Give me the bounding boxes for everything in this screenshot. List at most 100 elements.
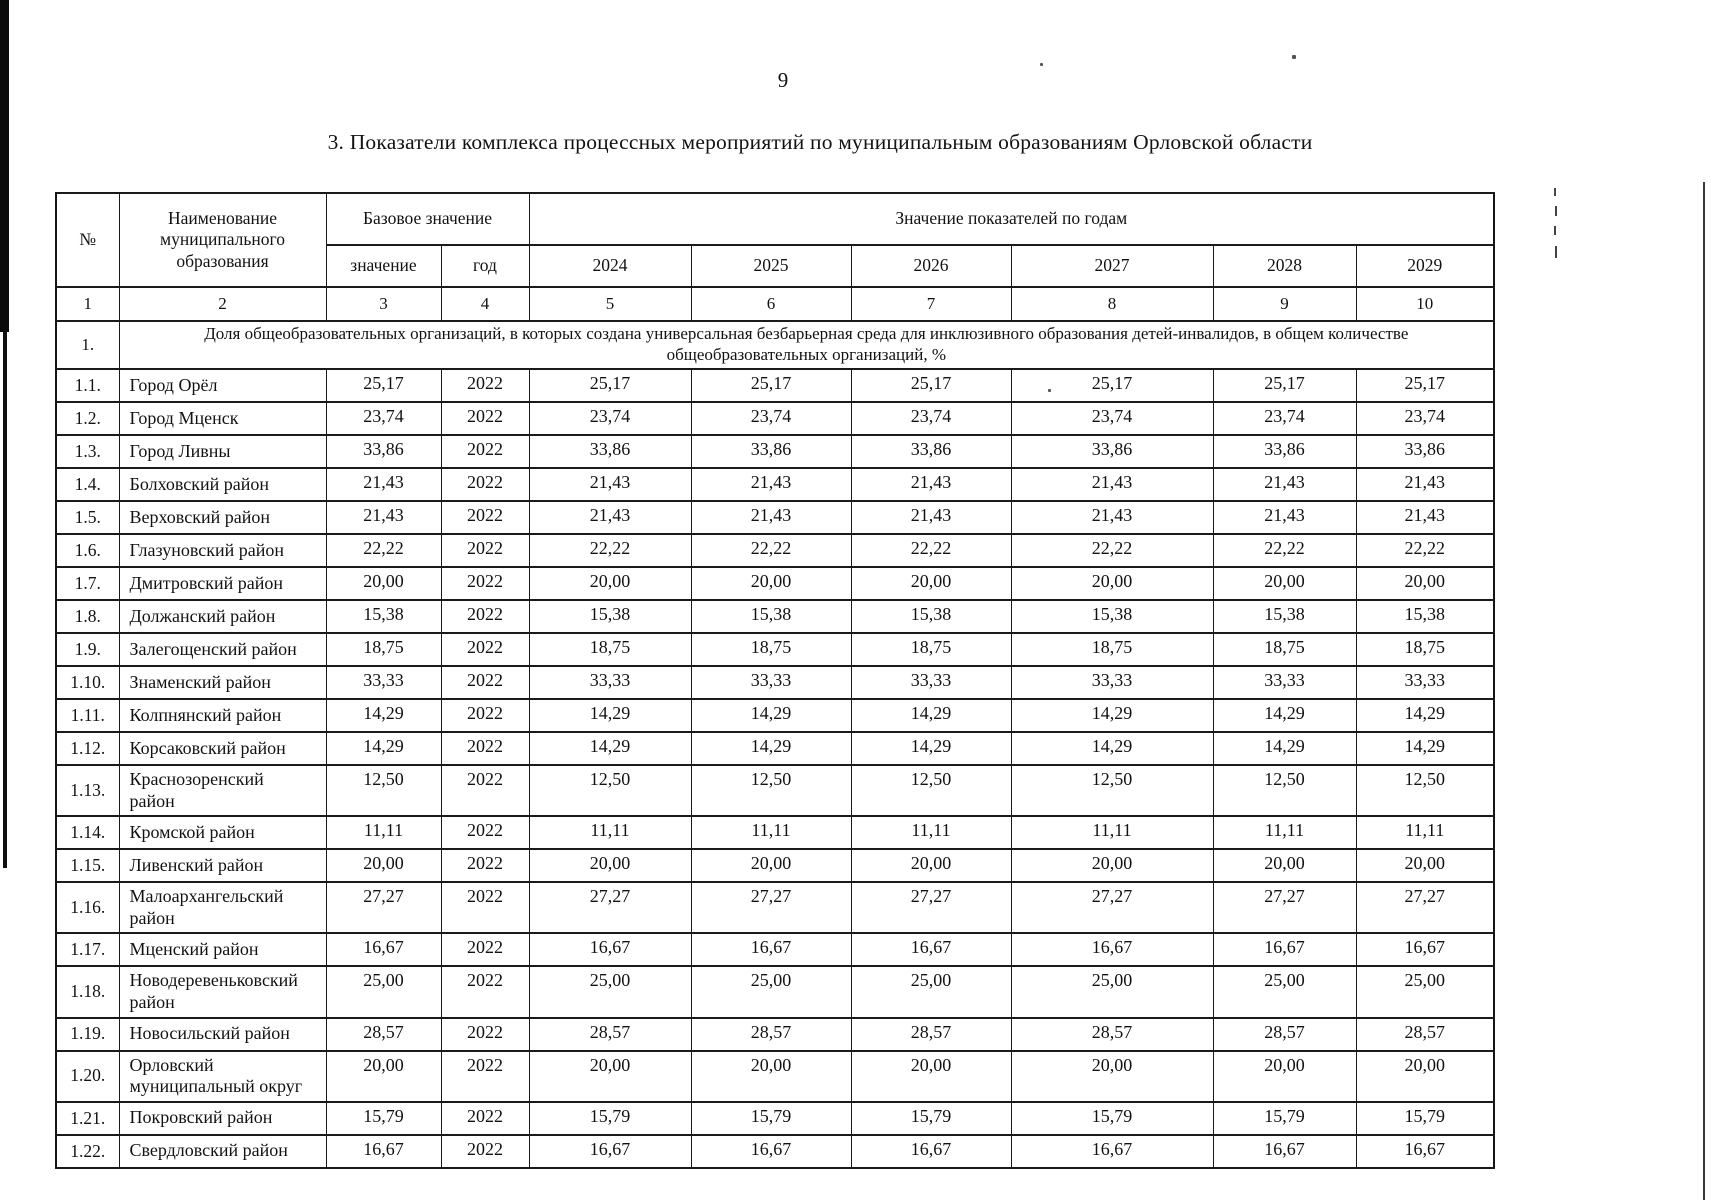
year-value-2028: 16,67 <box>1212 1133 1357 1169</box>
row-number: 1.15. <box>55 848 120 884</box>
base-year: 2022 <box>440 1049 530 1103</box>
year-value-2028: 25,00 <box>1212 965 1357 1019</box>
year-value-2028: 20,00 <box>1212 1049 1357 1103</box>
base-value: 21,43 <box>325 467 442 502</box>
scan-artifact-left-bar-thin <box>3 330 7 868</box>
year-value-2028: 33,86 <box>1212 434 1357 469</box>
scan-artifact-dot <box>1040 63 1043 66</box>
scan-artifact-right-line <box>1703 182 1705 1200</box>
year-value-2028: 14,29 <box>1212 698 1357 733</box>
year-value-2025: 27,27 <box>690 881 852 935</box>
municipality-name: Глазуновский район <box>118 533 327 568</box>
col-header-year-2028: 2028 <box>1212 244 1357 288</box>
year-value-2029: 23,74 <box>1355 401 1495 436</box>
base-year: 2022 <box>440 815 530 851</box>
header-row-groups: № Наименование муниципального образовани… <box>55 192 1495 288</box>
year-value-2026: 20,00 <box>850 848 1012 884</box>
year-value-2029: 16,67 <box>1355 932 1495 968</box>
year-value-2029: 14,29 <box>1355 698 1495 733</box>
row-number: 1.4. <box>55 467 120 502</box>
base-year: 2022 <box>440 467 530 502</box>
year-value-2027: 15,79 <box>1010 1100 1214 1136</box>
year-value-2027: 33,86 <box>1010 434 1214 469</box>
table-row: 1.19. Новосильский район 28,57 2022 28,57 28,… <box>55 1016 1495 1052</box>
year-value-2028: 18,75 <box>1212 632 1357 667</box>
col-number: 10 <box>1355 286 1495 322</box>
row-number: 1.19. <box>55 1016 120 1052</box>
row-number: 1.12. <box>55 731 120 766</box>
table-row: 1.6. Глазуновский район 22,22 2022 22,22 22,2… <box>55 533 1495 568</box>
header-row-column-numbers: 1 2 3 4 5 6 7 8 9 10 <box>55 286 1495 322</box>
base-year: 2022 <box>440 632 530 667</box>
year-value-2028: 16,67 <box>1212 932 1357 968</box>
year-value-2027: 12,50 <box>1010 763 1214 818</box>
year-value-2028: 28,57 <box>1212 1016 1357 1052</box>
table-row: 1.10. Знаменский район 33,33 2022 33,33 33,33… <box>55 665 1495 700</box>
base-year: 2022 <box>440 698 530 733</box>
year-value-2028: 12,50 <box>1212 763 1357 818</box>
base-value: 25,00 <box>325 965 442 1019</box>
base-year: 2022 <box>440 434 530 469</box>
year-value-2029: 20,00 <box>1355 566 1495 601</box>
year-value-2026: 21,43 <box>850 500 1012 535</box>
year-value-2024: 21,43 <box>528 500 692 535</box>
scan-artifact-dot <box>1292 55 1296 59</box>
col-header-base-value: значение <box>325 244 442 288</box>
year-value-2025: 11,11 <box>690 815 852 851</box>
table-row: 1.3. Город Ливны 33,86 2022 33,86 33,86 33,86 3… <box>55 434 1495 469</box>
table-row: 1.12. Корсаковский район 14,29 2022 14,29 14,… <box>55 731 1495 766</box>
year-value-2025: 22,22 <box>690 533 852 568</box>
table-row: 1.4. Болховский район 21,43 2022 21,43 21,43 2… <box>55 467 1495 502</box>
base-year: 2022 <box>440 881 530 935</box>
municipality-name: Город Ливны <box>118 434 327 469</box>
row-number: 1.7. <box>55 566 120 601</box>
base-year: 2022 <box>440 533 530 568</box>
year-value-2027: 21,43 <box>1010 500 1214 535</box>
year-value-2024: 27,27 <box>528 881 692 935</box>
table-row: 1.8. Должанский район 15,38 2022 15,38 15,38 1… <box>55 599 1495 634</box>
year-value-2029: 14,29 <box>1355 731 1495 766</box>
year-value-2029: 21,43 <box>1355 500 1495 535</box>
year-value-2025: 33,33 <box>690 665 852 700</box>
col-header-num: № <box>55 192 120 288</box>
base-year: 2022 <box>440 763 530 818</box>
year-value-2025: 15,38 <box>690 599 852 634</box>
year-value-2025: 16,67 <box>690 932 852 968</box>
municipality-name: Новодеревеньковский район <box>118 965 327 1019</box>
table-row: 1.22. Свердловский район 16,67 2022 16,67 16,… <box>55 1133 1495 1169</box>
year-value-2026: 22,22 <box>850 533 1012 568</box>
col-header-year-2024: 2024 <box>528 244 692 288</box>
year-value-2026: 25,17 <box>850 368 1012 403</box>
col-number: 1 <box>55 286 120 322</box>
year-value-2029: 25,00 <box>1355 965 1495 1019</box>
base-value: 33,86 <box>325 434 442 469</box>
year-value-2024: 23,74 <box>528 401 692 436</box>
year-value-2026: 27,27 <box>850 881 1012 935</box>
col-header-year-2027: 2027 <box>1010 244 1214 288</box>
year-value-2025: 12,50 <box>690 763 852 818</box>
year-value-2027: 33,33 <box>1010 665 1214 700</box>
year-value-2029: 15,79 <box>1355 1100 1495 1136</box>
table-row: 1.18. Новодеревеньковский район 25,00 2022 2… <box>55 965 1495 1019</box>
scan-artifact-dash <box>1555 206 1557 216</box>
year-value-2026: 15,38 <box>850 599 1012 634</box>
year-value-2028: 25,17 <box>1212 368 1357 403</box>
year-value-2024: 22,22 <box>528 533 692 568</box>
municipality-name: Корсаковский район <box>118 731 327 766</box>
section-title: 3. Показатели комплекса процессных мероп… <box>327 130 1313 154</box>
col-header-years-group: Значение показателей по годам <box>528 192 1495 246</box>
year-value-2028: 11,11 <box>1212 815 1357 851</box>
row-number: 1.11. <box>55 698 120 733</box>
year-value-2029: 11,11 <box>1355 815 1495 851</box>
table-row: 1.1. Город Орёл 25,17 2022 25,17 25,17 25,17 25… <box>55 368 1495 403</box>
base-value: 20,00 <box>325 566 442 601</box>
table-row: 1.13. Краснозоренский район 12,50 2022 12,50… <box>55 763 1495 818</box>
municipality-name: Колпнянский район <box>118 698 327 733</box>
base-value: 15,38 <box>325 599 442 634</box>
table-row: 1.20. Орловский муниципальный округ 20,00 2… <box>55 1049 1495 1103</box>
year-value-2026: 18,75 <box>850 632 1012 667</box>
municipality-name: Болховский район <box>118 467 327 502</box>
year-value-2025: 14,29 <box>690 698 852 733</box>
year-value-2026: 14,29 <box>850 698 1012 733</box>
table-row: 1.14. Кромской район 11,11 2022 11,11 11,11 11… <box>55 815 1495 851</box>
